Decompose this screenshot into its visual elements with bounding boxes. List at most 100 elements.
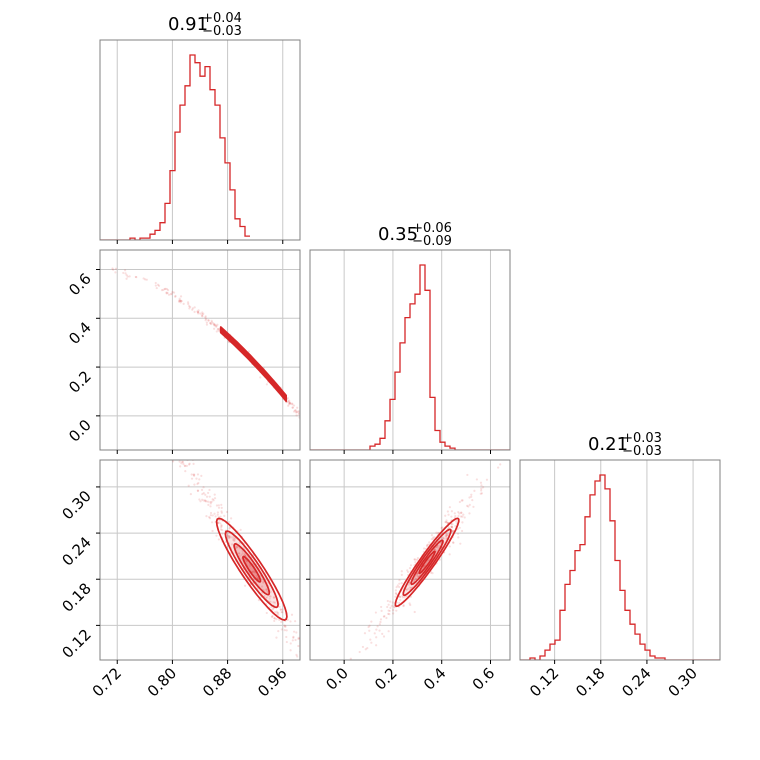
scatter-p1-p2-point	[126, 275, 129, 278]
scatter-p2-p3-point	[454, 514, 457, 518]
scatter-p1-p3-point	[228, 520, 231, 524]
scatter-p1-p2-point	[210, 322, 213, 326]
scatter-p2-p3-point	[450, 525, 453, 528]
scatter-p1-p3-point	[211, 514, 214, 517]
scatter-p2-p3-point	[400, 582, 403, 585]
scatter-p2-p3-point	[402, 604, 405, 607]
scatter-p2-p3-point	[387, 630, 390, 633]
scatter-p1-p3-point	[195, 477, 198, 480]
scatter-p1-p3-point	[310, 664, 312, 666]
scatter-p1-p3-point	[170, 435, 172, 437]
scatter-p1-p3-point	[240, 557, 243, 560]
scatter-p1-p2-point	[288, 401, 291, 404]
scatter-p1-p2-point	[178, 299, 182, 303]
scatter-p1-p2-point	[179, 301, 182, 304]
scatter-p1-p3-point	[273, 617, 276, 620]
ytick-label-param2-0: 0.0	[65, 416, 95, 446]
scatter-p1-p3-point	[190, 477, 194, 480]
scatter-p1-p2-point	[142, 277, 145, 280]
scatter-p2-p3-point	[375, 636, 378, 639]
scatter-p1-p3-point	[302, 651, 304, 653]
scatter-p2-p3-point	[382, 615, 386, 618]
scatter-p1-p2-point	[205, 317, 208, 320]
frame-2-1	[309, 459, 511, 661]
scatter-p1-p2-point	[188, 304, 191, 308]
scatter-p2-p3-point	[426, 543, 430, 546]
scatter-p1-p3-point	[232, 537, 235, 540]
scatter-p1-p2-point	[265, 383, 268, 386]
scatter-p2-p3-point	[441, 537, 444, 540]
scatter-p1-p3-point	[275, 618, 278, 621]
scatter-p1-p2-point	[291, 406, 294, 409]
scatter-p1-p3-point	[265, 588, 268, 591]
scatter-p2-p3-point	[447, 526, 451, 529]
scatter-p2-p3-point	[440, 526, 443, 530]
scatter-p2-p3-point	[375, 628, 378, 631]
scatter-p1-p3-point	[292, 636, 295, 639]
xtick-label-param2-1: 0.2	[371, 664, 401, 694]
scatter-p1-p2-point	[154, 281, 157, 285]
scatter-p2-p3-point	[457, 514, 460, 518]
scatter-p1-p3-point	[263, 594, 266, 597]
scatter-p1-p3-point	[187, 484, 190, 487]
scatter-p2-p3-point	[408, 582, 411, 585]
scatter-p1-p3-point	[207, 491, 210, 495]
scatter-p1-p2-point	[180, 299, 183, 303]
title-plus-param-2: +0.06	[412, 221, 452, 236]
scatter-p2-p3-point	[450, 525, 454, 528]
scatter-p1-p3-point	[278, 605, 281, 608]
scatter-p1-p3-point	[240, 553, 243, 556]
scatter-p2-p3-point	[444, 521, 448, 524]
xtick-label-param1-2: 0.88	[199, 664, 235, 700]
scatter-p2-p3-point	[423, 547, 426, 550]
scatter-p2-p3-point	[394, 595, 397, 598]
scatter-p1-p2-point	[288, 400, 291, 403]
scatter-p1-p3-point	[283, 629, 286, 632]
histogram-param-2	[310, 264, 510, 450]
scatter-p1-p3-point	[184, 464, 187, 468]
scatter-p1-p3-point	[181, 460, 184, 463]
xtick-label-param3-3: 0.30	[665, 664, 701, 700]
contour-p1-p3-0	[215, 517, 288, 621]
scatter-p1-p2-point	[286, 400, 290, 403]
scatter-p1-p3-point	[197, 481, 200, 485]
ytick-label-param2-2: 0.4	[65, 318, 95, 348]
scatter-p2-p3-point	[470, 493, 473, 496]
scatter-p1-p3-point	[220, 526, 223, 529]
scatter-p1-p3-point	[279, 608, 282, 611]
scatter-p1-p2-point	[215, 324, 218, 327]
scatter-p2-p3-point	[479, 492, 482, 495]
scatter-p1-p3-point	[220, 525, 223, 528]
scatter-p1-p2-point	[182, 302, 185, 305]
scatter-p1-p3-point	[308, 671, 310, 673]
scatter-p1-p3-point	[182, 462, 185, 466]
scatter-p1-p3-point	[202, 491, 205, 495]
scatter-p2-p3-point	[379, 620, 382, 624]
scatter-p1-p2-point	[124, 272, 127, 275]
scatter-p1-p3-point	[169, 426, 171, 428]
scatter-p1-p2-point	[180, 299, 183, 303]
panel-1-1	[343, 250, 491, 450]
frame-2-0	[99, 459, 301, 661]
scatter-p1-p2-point	[205, 321, 208, 324]
scatter-p2-p3-point	[409, 586, 413, 590]
scatter-p1-p3-point	[220, 511, 223, 514]
scatter-p1-p3-point	[204, 500, 207, 503]
scatter-p1-p3-point	[193, 483, 196, 486]
scatter-p1-p3-point	[281, 611, 284, 614]
scatter-p1-p3-point	[215, 504, 219, 507]
contour-p1-p2-2	[219, 328, 287, 401]
scatter-p1-p3-point	[180, 462, 183, 465]
scatter-p1-p3-point	[196, 489, 200, 492]
title-minus-param-3: −0.03	[622, 444, 662, 459]
scatter-p2-p3-point	[450, 515, 453, 518]
scatter-p2-p3-point	[380, 609, 383, 612]
scatter-p2-p3-point	[425, 544, 429, 547]
scatter-p1-p3-point	[283, 624, 286, 627]
scatter-p1-p3-point	[227, 534, 230, 538]
title-param-2: 0.35	[378, 224, 418, 245]
scatter-p1-p3-point	[280, 628, 283, 631]
scatter-p1-p3-point	[306, 679, 308, 681]
scatter-p1-p2-point	[166, 289, 170, 292]
scatter-p1-p3-point	[213, 493, 216, 496]
